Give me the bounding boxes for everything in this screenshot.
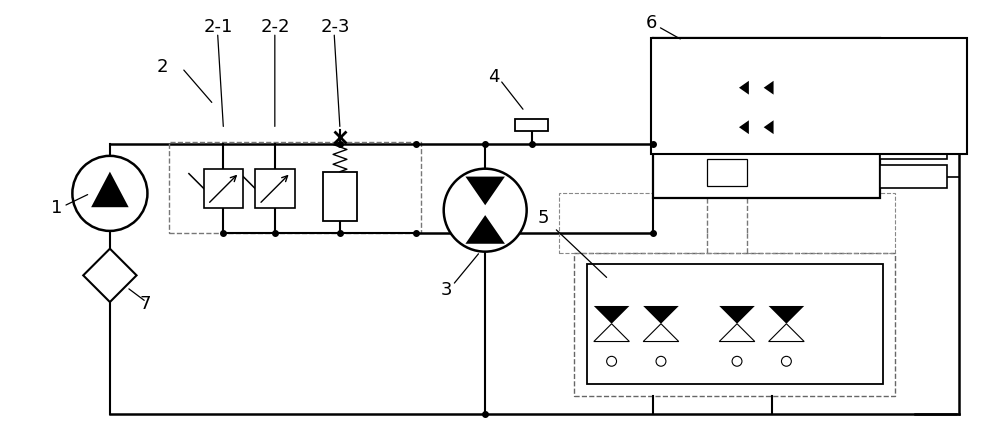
Bar	[880, 105, 947, 129]
Polygon shape	[465, 177, 505, 205]
Polygon shape	[643, 306, 679, 324]
Text: 5: 5	[538, 209, 549, 227]
Text: 7: 7	[140, 295, 151, 313]
Text: 1: 1	[51, 199, 62, 217]
Bar	[323, 172, 357, 221]
Bar	[661, 46, 872, 190]
Polygon shape	[769, 324, 804, 341]
Bar	[574, 253, 895, 396]
Polygon shape	[764, 81, 774, 95]
Bar	[704, 113, 726, 141]
Bar	[880, 165, 947, 189]
Bar	[587, 263, 883, 384]
Bar	[651, 39, 967, 154]
Polygon shape	[91, 172, 129, 207]
Bar	[204, 169, 243, 208]
Bar	[880, 76, 947, 99]
Polygon shape	[594, 324, 629, 341]
Polygon shape	[719, 306, 755, 324]
Bar	[653, 39, 880, 198]
Bar	[716, 273, 807, 378]
Polygon shape	[739, 121, 749, 134]
Polygon shape	[465, 215, 505, 244]
Text: 3: 3	[441, 281, 452, 299]
Bar	[255, 169, 295, 208]
Text: 2-1: 2-1	[204, 18, 233, 36]
Circle shape	[444, 169, 527, 252]
Polygon shape	[764, 121, 774, 134]
Bar	[559, 194, 895, 253]
Bar	[880, 135, 947, 159]
Polygon shape	[719, 324, 755, 341]
Bar	[683, 113, 704, 141]
Bar	[661, 46, 872, 60]
Bar	[591, 273, 682, 378]
Bar	[169, 142, 421, 233]
Text: 4: 4	[488, 68, 500, 86]
Polygon shape	[769, 306, 804, 324]
Polygon shape	[594, 306, 629, 324]
Polygon shape	[643, 324, 679, 341]
Text: 6: 6	[646, 14, 658, 32]
Text: 2: 2	[156, 58, 168, 76]
Bar	[683, 74, 704, 102]
Bar	[704, 74, 726, 102]
Circle shape	[72, 156, 147, 231]
Bar	[515, 119, 548, 131]
Polygon shape	[739, 81, 749, 95]
Text: 2-2: 2-2	[261, 18, 291, 36]
Text: 2-3: 2-3	[320, 18, 350, 36]
Bar	[707, 159, 747, 186]
Polygon shape	[83, 249, 137, 302]
